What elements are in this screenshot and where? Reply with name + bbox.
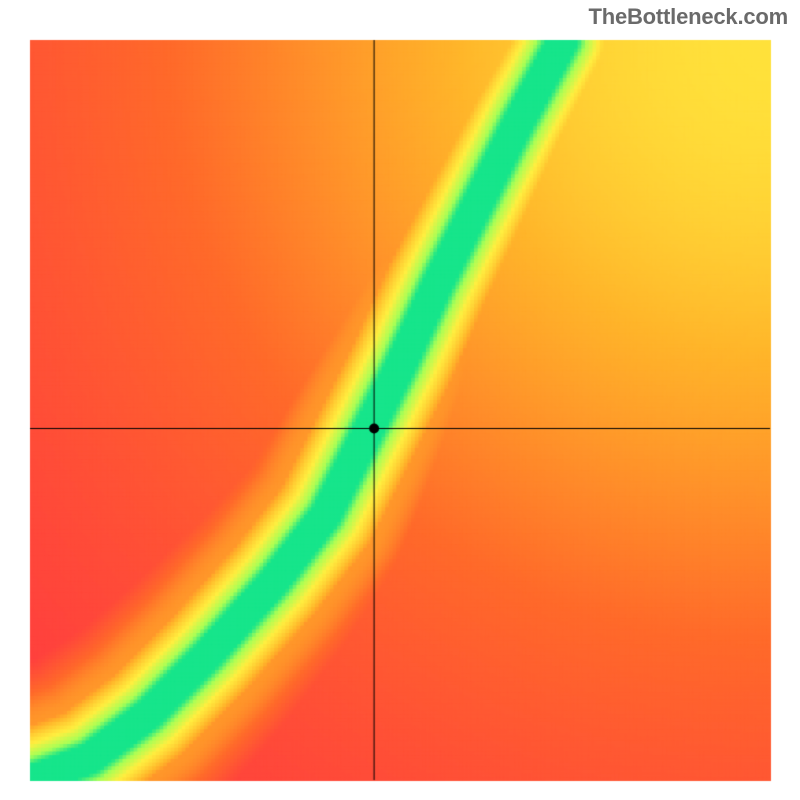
chart-container: TheBottleneck.com xyxy=(0,0,800,800)
heatmap-canvas xyxy=(0,0,800,800)
watermark-text: TheBottleneck.com xyxy=(588,4,788,30)
